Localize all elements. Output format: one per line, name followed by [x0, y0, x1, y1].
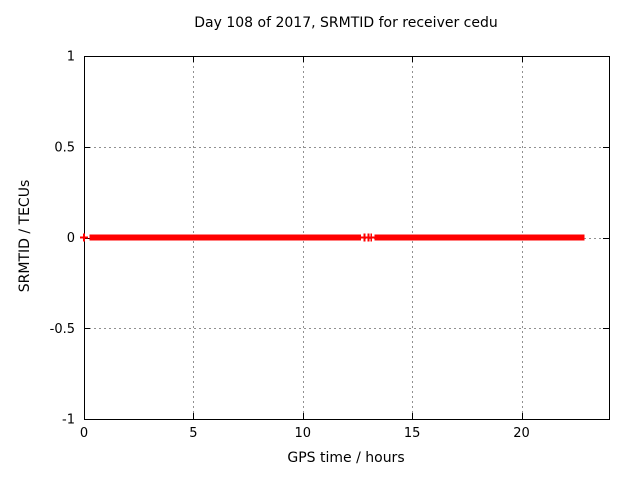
- x-axis-label: GPS time / hours: [287, 450, 405, 466]
- y-tick-label: -1: [62, 413, 75, 428]
- x-tick-label: 5: [189, 426, 197, 441]
- x-tick-label: 0: [80, 426, 88, 441]
- x-tick-label: 10: [294, 426, 311, 441]
- x-tick-label: 20: [513, 426, 530, 441]
- chart-title: Day 108 of 2017, SRMTID for receiver ced…: [194, 15, 498, 31]
- y-tick-label: -0.5: [50, 322, 75, 337]
- y-tick-label: 1: [67, 50, 75, 65]
- y-tick-label: 0: [67, 231, 75, 246]
- x-tick-label: 15: [404, 426, 421, 441]
- y-tick-label: 0.5: [54, 140, 75, 155]
